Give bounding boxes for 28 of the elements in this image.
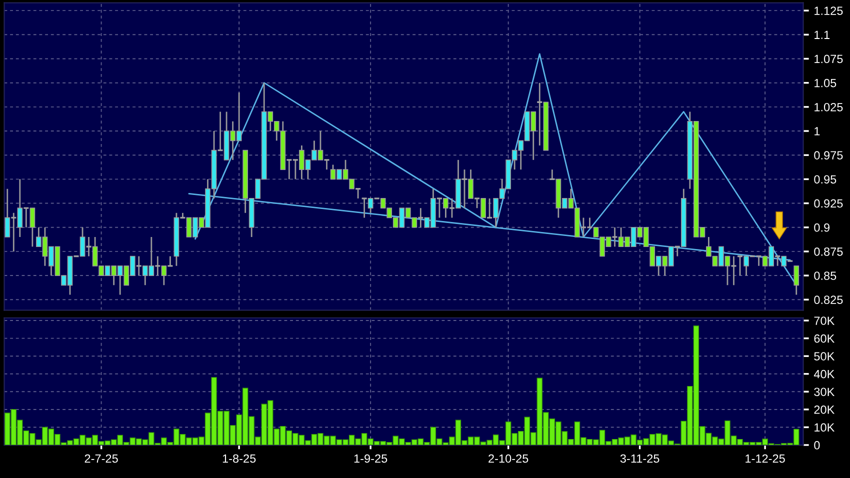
- y-tick-label: 0.85: [814, 272, 836, 280]
- y-tick-label: 40K: [814, 370, 835, 378]
- candlestick: [794, 265, 800, 296]
- y-tick-label: 30K: [814, 388, 835, 396]
- y-tick-label: 0.825: [814, 296, 843, 304]
- x-tick-label: 2-7-25: [84, 454, 118, 463]
- y-tick-label: 10K: [814, 423, 835, 432]
- x-tick-label: 2-10-25: [488, 454, 528, 463]
- x-tick-label: 1-12-25: [746, 454, 785, 463]
- y-tick-label: 50K: [814, 352, 835, 360]
- y-tick-label: 70K: [814, 316, 835, 325]
- y-tick-label: 20K: [814, 405, 835, 414]
- y-tick-label: 0.875: [814, 247, 843, 256]
- y-tick-label: 0.975: [814, 151, 843, 160]
- y-tick-label: 1: [814, 127, 820, 136]
- y-tick-label: 0: [814, 441, 820, 450]
- y-tick-label: 1.05: [814, 78, 836, 88]
- y-tick-label: 0.9: [814, 223, 830, 232]
- y-tick-label: 1.125: [814, 6, 843, 15]
- y-tick-label: 1.025: [814, 102, 843, 112]
- y-tick-label: 0.95: [814, 175, 836, 184]
- x-tick-label: 1-8-25: [222, 454, 256, 463]
- y-tick-label: 1.1: [814, 30, 830, 39]
- x-tick-label: 3-11-25: [620, 454, 660, 463]
- y-tick-label: 0.925: [814, 199, 843, 208]
- y-tick-label: 60K: [814, 334, 835, 343]
- x-tick-label: 1-9-25: [354, 454, 388, 463]
- y-tick-label: 1.075: [814, 54, 843, 64]
